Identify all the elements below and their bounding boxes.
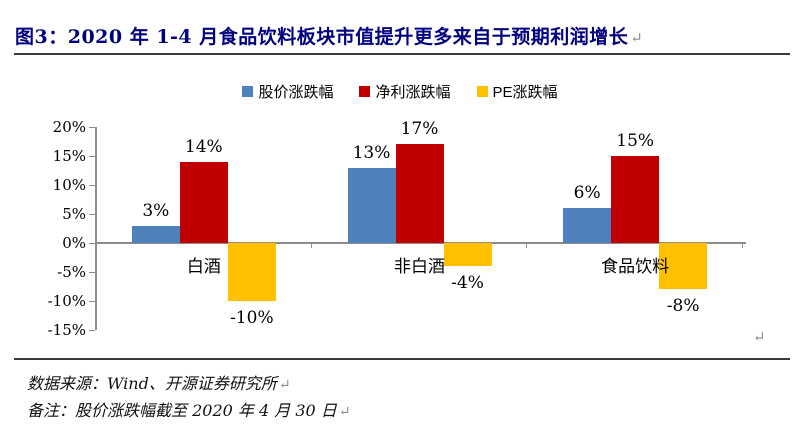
category-label: 白酒 (186, 257, 221, 276)
paragraph-mark-icon: ↵ (630, 29, 643, 47)
bar-value-label: 13% (352, 142, 391, 163)
footer-divider (14, 358, 790, 360)
bar-value-label: 15% (616, 131, 655, 151)
y-tick-label: -5% (57, 263, 86, 281)
bar-value-label: 3% (142, 200, 170, 221)
legend-swatch (476, 85, 488, 97)
x-axis-tick (310, 243, 312, 248)
bar (395, 144, 444, 243)
bar (563, 208, 612, 243)
y-axis-tick (89, 184, 95, 186)
y-tick-label: -15% (47, 321, 86, 339)
y-tick-label: 5% (62, 205, 86, 223)
y-axis-tick (89, 271, 95, 273)
legend-item: 净利涨跌幅 (359, 81, 451, 102)
category-label: 非白酒 (393, 257, 445, 276)
legend-swatch (242, 85, 254, 97)
category-label: 食品饮料 (601, 257, 670, 276)
chart-paragraph-mark-icon: ↵ (753, 328, 766, 346)
note-text: 备注：股价涨跌幅截至 2020 年 4 月 30 日 (27, 401, 337, 420)
bar (179, 161, 228, 243)
legend-swatch (359, 85, 371, 97)
y-tick-label: 20% (52, 118, 86, 136)
chart-legend: 股价涨跌幅 净利涨跌幅 PE涨跌幅 (0, 81, 800, 102)
paragraph-mark-icon: ↵ (278, 377, 291, 393)
bar-value-label: 14% (184, 136, 223, 157)
y-tick-label: 15% (52, 147, 86, 165)
y-axis-tick (89, 329, 95, 331)
x-axis-line (95, 242, 746, 244)
chart-plot-area: 20% 15% 10% 5% 0% -5% -10% -15% 3% 14% -10% 白酒 13% 17… (48, 119, 746, 338)
bar-value-label: -4% (451, 273, 484, 294)
legend-label: 净利涨跌幅 (375, 83, 451, 101)
bar-value-label: -8% (666, 296, 700, 317)
legend-item: PE涨跌幅 (476, 81, 558, 102)
x-axis-tick (742, 243, 743, 248)
note-line: 备注：股价涨跌幅截至 2020 年 4 月 30 日 ↵ (27, 397, 351, 421)
bar (659, 243, 708, 290)
y-axis-line (95, 127, 97, 330)
y-axis-tick (89, 242, 95, 244)
legend-item: 股价涨跌幅 (242, 81, 333, 102)
y-tick-label: 10% (52, 176, 86, 194)
paragraph-mark-icon: ↵ (338, 404, 351, 420)
y-axis-tick (89, 155, 95, 157)
legend-label: PE涨跌幅 (492, 83, 558, 101)
data-source-line: 数据来源：Wind、开源证券研究所 ↵ (27, 370, 291, 394)
y-tick-label: -10% (47, 292, 86, 310)
bar (227, 243, 276, 301)
bar (131, 225, 180, 243)
figure-title-row: 图3：2020 年 1-4 月食品饮料板块市值提升更多来自于预期利润增长 ↵ (15, 22, 643, 49)
figure-title: 图3：2020 年 1-4 月食品饮料板块市值提升更多来自于预期利润增长 (15, 26, 629, 48)
bar (443, 243, 492, 267)
title-divider (14, 53, 790, 55)
y-tick-label: 0% (62, 234, 86, 252)
bar-value-label: 6% (573, 183, 601, 204)
y-axis-tick (89, 300, 95, 302)
bar (347, 167, 396, 243)
bar (611, 156, 660, 243)
y-axis-tick (89, 213, 95, 215)
bar-value-label: 17% (400, 119, 439, 140)
x-axis-tick (526, 243, 528, 248)
bar-value-label: -10% (230, 308, 274, 328)
legend-label: 股价涨跌幅 (258, 83, 334, 101)
y-axis-tick (89, 126, 95, 128)
data-source-text: 数据来源：Wind、开源证券研究所 (27, 374, 277, 393)
